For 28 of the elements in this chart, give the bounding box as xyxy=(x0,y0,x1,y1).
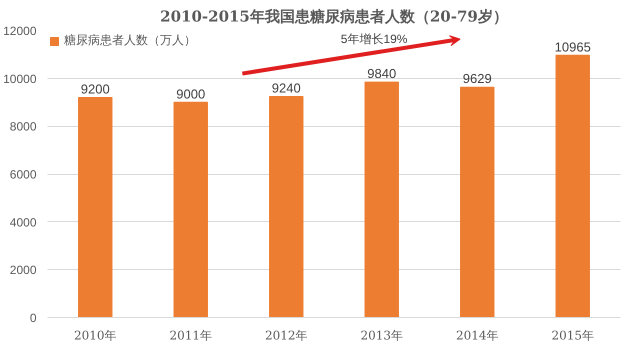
data-label: 9000 xyxy=(176,86,206,102)
x-tick-label: 2010年 xyxy=(74,328,117,342)
legend-label: 糖尿病患者人数（万人） xyxy=(64,32,196,49)
chart-title: 2010-2015年我国患糖尿病患者人数（20-79岁） xyxy=(160,8,508,26)
bar xyxy=(460,86,494,318)
bar xyxy=(269,96,304,318)
x-tick-label: 2012年 xyxy=(264,328,308,342)
x-tick-label: 2015年 xyxy=(551,328,594,342)
y-tick-label: 6000 xyxy=(10,168,37,182)
bar xyxy=(364,82,399,318)
x-tick-label: 2014年 xyxy=(456,328,499,342)
x-tick-label: 2013年 xyxy=(360,328,404,342)
annotation: 5年增长19% xyxy=(340,32,408,46)
data-label: 9200 xyxy=(80,81,110,96)
data-label: 9629 xyxy=(462,71,492,86)
bar xyxy=(174,102,208,318)
y-tick-label: 0 xyxy=(30,311,37,325)
data-label: 9840 xyxy=(367,66,396,82)
data-label: 9240 xyxy=(272,80,301,96)
x-tick-label: 2011年 xyxy=(169,328,212,342)
y-tick-label: 10000 xyxy=(3,72,37,86)
y-tick-label: 4000 xyxy=(10,215,37,230)
y-tick-label: 12000 xyxy=(3,24,37,38)
y-tick-label: 2000 xyxy=(10,263,37,278)
bar xyxy=(78,96,112,318)
bar xyxy=(556,54,590,318)
y-tick-label: 8000 xyxy=(10,120,37,134)
data-label: 10965 xyxy=(554,39,591,54)
